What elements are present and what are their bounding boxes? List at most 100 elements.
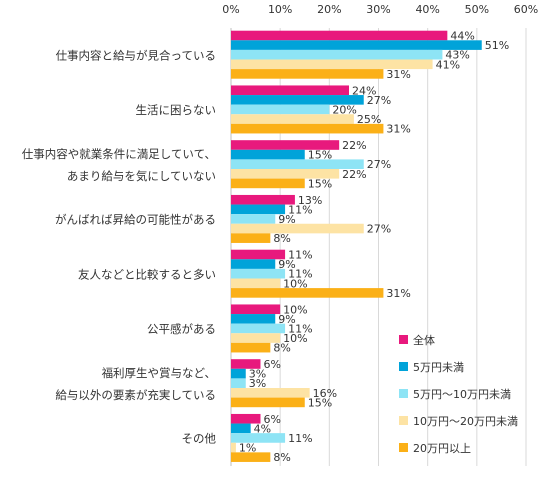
- bar-value-label: 31%: [386, 123, 410, 136]
- bar-value-label: 43%: [445, 49, 469, 62]
- category-label: あまり給与を気にしていない: [67, 169, 216, 183]
- bar-value-label: 15%: [308, 396, 332, 409]
- bar: [231, 233, 271, 243]
- bar: [231, 194, 295, 205]
- legend-label: 20万円以上: [413, 442, 471, 455]
- bar: [231, 259, 276, 269]
- bar: [231, 159, 364, 169]
- bar-value-label: 16%: [313, 387, 337, 400]
- bar-value-label: 13%: [298, 194, 322, 207]
- bar: [231, 169, 340, 179]
- category-label: 仕事内容や就業条件に満足していて、: [22, 147, 216, 161]
- bar-value-label: 25%: [357, 113, 381, 126]
- bar: [231, 442, 236, 453]
- bar-value-label: 9%: [278, 313, 295, 326]
- bar-value-label: 6%: [264, 358, 281, 371]
- bar-value-label: 9%: [278, 258, 295, 271]
- bar: [231, 413, 261, 424]
- bar: [231, 333, 281, 343]
- bar-value-label: 22%: [342, 168, 366, 181]
- legend-swatch: [399, 443, 408, 452]
- bar: [231, 49, 443, 60]
- legend-label: 全体: [413, 333, 435, 347]
- bar: [231, 452, 271, 462]
- legend-swatch: [399, 389, 408, 398]
- bar-value-label: 27%: [367, 158, 391, 171]
- bar-value-label: 51%: [485, 39, 509, 52]
- legend-swatch: [399, 416, 408, 425]
- bar-value-label: 8%: [273, 232, 290, 245]
- category-label: 仕事内容と給与が見合っている: [56, 48, 216, 62]
- bar: [231, 85, 349, 96]
- bar: [231, 368, 246, 379]
- x-tick-label: 50%: [465, 3, 489, 16]
- bar-value-label: 41%: [436, 58, 460, 71]
- legend-label: 5万円未満: [413, 361, 464, 374]
- bar: [231, 249, 286, 260]
- bar: [231, 140, 340, 150]
- bar-value-label: 11%: [288, 268, 312, 281]
- bar: [231, 214, 276, 224]
- legend-swatch: [399, 335, 408, 344]
- bar-value-label: 11%: [288, 322, 312, 335]
- bar-value-label: 8%: [273, 451, 290, 464]
- x-tick-label: 30%: [366, 3, 390, 16]
- bar-value-label: 10%: [283, 277, 307, 290]
- bar: [231, 204, 286, 215]
- bar-value-label: 44%: [450, 30, 474, 43]
- category-labels: 仕事内容と給与が見合っている生活に困らない仕事内容や就業条件に満足していて、あま…: [22, 48, 217, 445]
- bar-value-label: 22%: [342, 139, 366, 152]
- bar: [231, 278, 281, 289]
- category-label: がんばれば昇給の可能性がある: [55, 213, 216, 227]
- bar: [231, 397, 305, 408]
- x-tick-label: 60%: [514, 3, 538, 16]
- bar: [231, 342, 271, 353]
- bar: [231, 423, 251, 434]
- x-tick-label: 0%: [222, 3, 239, 16]
- bar: [231, 433, 286, 443]
- bar: [231, 40, 482, 50]
- bar: [231, 223, 364, 234]
- bars: [231, 30, 482, 462]
- bar-value-label: 20%: [332, 103, 356, 116]
- bar: [231, 359, 261, 369]
- bar: [231, 288, 384, 298]
- x-tick-label: 20%: [317, 3, 341, 16]
- data-labels: 44%51%43%41%31%24%27%20%25%31%22%15%27%2…: [239, 30, 509, 465]
- bar: [231, 178, 305, 189]
- bar-value-label: 15%: [308, 149, 332, 162]
- bar-value-label: 8%: [273, 342, 290, 355]
- bar: [231, 388, 310, 398]
- bar-value-label: 10%: [283, 332, 307, 345]
- bar-value-label: 11%: [288, 203, 312, 216]
- bar: [231, 149, 305, 160]
- bar: [231, 323, 286, 334]
- category-label: 生活に困らない: [136, 103, 217, 117]
- bar-value-label: 24%: [352, 84, 376, 97]
- bar: [231, 123, 384, 134]
- bar: [231, 114, 354, 124]
- legend-label: 10万円～20万円未満: [413, 415, 518, 428]
- bar-value-label: 10%: [283, 303, 307, 316]
- bar: [231, 30, 448, 41]
- bar: [231, 314, 276, 324]
- bar-value-label: 31%: [386, 68, 410, 81]
- category-label: 公平感がある: [147, 322, 216, 336]
- legend: 全体 5万円未満 5万円～10万円未満 10万円～20万円未満 20万円以上: [399, 333, 518, 455]
- bar-value-label: 3%: [249, 368, 266, 381]
- x-tick-label: 40%: [415, 3, 439, 16]
- bar-value-label: 15%: [308, 177, 332, 190]
- category-label: 給与以外の要素が充実している: [55, 388, 216, 402]
- bar: [231, 268, 286, 279]
- bar-value-label: 6%: [264, 413, 281, 426]
- bar-value-label: 11%: [288, 432, 312, 445]
- bar-value-label: 27%: [367, 223, 391, 236]
- legend-swatch: [399, 362, 408, 371]
- x-axis-ticks: 0% 10% 20% 30% 40% 50% 60%: [222, 3, 538, 16]
- bar-value-label: 11%: [288, 249, 312, 262]
- bar-value-label: 4%: [254, 422, 271, 435]
- bar: [231, 378, 246, 388]
- bar: [231, 95, 364, 105]
- bar: [231, 304, 281, 315]
